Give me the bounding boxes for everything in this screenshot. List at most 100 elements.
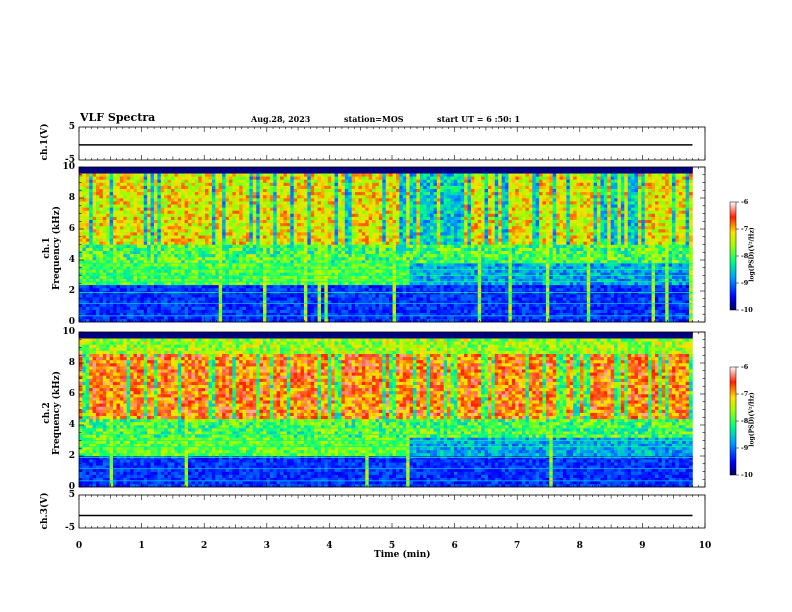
ch1-psd-cell [208,219,213,224]
ch1-psd-cell [225,198,230,202]
ch1-psd-cell [174,272,179,276]
ch1-psd-cell [133,238,138,242]
ch1-psd-cell [113,260,117,264]
ch1-psd-cell [266,278,271,282]
ch1-psd-cell [164,207,168,211]
ch1-psd-cell [215,266,220,270]
ch1-psd-cell [263,263,267,267]
ch1-psd-cell [280,269,284,273]
ch1-psd-cell [136,294,141,298]
ch1-psd-cell [123,300,128,304]
ch1-psd-cell [303,235,308,239]
ch1-psd-cell [402,294,407,298]
ch1-psd-cell [130,247,134,251]
ch1-psd-cell [327,182,332,186]
ch1-psd-cell [269,247,274,251]
ch1-psd-cell [140,253,145,258]
ch1-psd-cell [361,269,366,273]
ch1-psd-cell [89,222,93,227]
ch1-psd-cell [167,275,172,279]
ch1-psd-cell [143,185,148,189]
ch1-psd-cell [201,284,206,289]
ch1-psd-cell [242,188,247,193]
ch1-psd-cell [344,278,349,282]
ch1-psd-cell [194,185,199,189]
ch1-psd-cell [409,219,414,224]
ch1-psd-cell [280,287,284,292]
ch1-psd-cell [283,244,288,248]
ch1-psd-cell [82,294,87,298]
ch1-psd-cell [232,306,237,310]
ch1-psd-cell [242,167,247,171]
ch1-psd-cell [205,179,209,183]
ch1-psd-cell [338,188,342,193]
ch1-psd-cell [331,297,335,301]
ch1-psd-cell [215,213,220,217]
ch1-psd-cell [102,250,107,255]
ch1-psd-cell [249,266,254,270]
ch1-psd-cell [222,284,226,289]
ch1-psd-cell [324,303,329,307]
ch1-psd-cell [242,244,247,248]
ch1-psd-cell [334,185,339,189]
ch1-psd-cell [228,198,233,202]
ch1-psd-cell [181,281,185,286]
ch1-psd-cell [167,244,172,248]
ch1-psd-cell [378,179,383,183]
ch1-psd-cell [191,281,196,286]
ch1-psd-cell [266,256,271,261]
ch1-psd-cell [273,312,277,317]
ch1-psd-cell [385,269,390,273]
ch1-psd-cell [177,182,182,186]
ch1-psd-cell [171,281,175,286]
ch1-psd-cell [89,253,93,258]
ch1-psd-cell [123,238,128,242]
ch1-psd-cell [191,269,196,273]
ch1-psd-cell [239,309,243,313]
ch1-psd-cell [307,182,312,186]
ch1-psd-cell [205,263,209,267]
ch1-psd-cell [263,241,267,245]
ch1-psd-cell [188,312,192,317]
ch1-psd-cell [181,303,185,307]
ch1-psd-cell [344,297,349,301]
ch1-psd-cell [286,247,291,251]
ch1-psd-cell [96,219,100,224]
ch1-psd-cell [130,225,134,230]
ch1-psd-cell [136,188,141,193]
ch1-psd-cell [228,315,233,320]
ch1-psd-cell [310,201,315,205]
ch1-psd-cell [191,278,196,282]
ch1-psd-cell [303,263,308,267]
ch1-psd-cell [246,315,250,320]
ch1-psd-cell [116,191,121,196]
ch1-psd-cell [235,278,240,282]
ch1-psd-cell [239,275,243,279]
ch1-psd-cell [402,210,407,214]
ch1-psd-cell [395,185,400,189]
ch1-psd-cell [222,256,226,261]
ch1-psd-cell [109,278,114,282]
ch1-psd-cell [389,191,393,196]
ch1-psd-cell [273,281,277,286]
ch1-psd-cell [109,263,114,267]
ch1-psd-cell [395,225,400,230]
ch1-psd-cell [395,219,400,224]
ch1-psd-cell [102,235,107,239]
ch1-psd-cell [239,250,243,255]
ch1-psd-cell [320,188,325,193]
ch1-psd-cell [177,294,182,298]
ch1-psd-cell [372,300,376,304]
ch1-psd-cell [82,247,87,251]
ch1-psd-cell [317,204,322,208]
ch1-psd-cell [205,210,209,214]
ch1-psd-cell [365,219,369,224]
ch1-psd-cell [235,297,240,301]
ch1-psd-cell [201,176,206,180]
ch1-psd-cell [310,235,315,239]
ch1-psd-cell [399,176,404,180]
ch1-psd-cell [228,247,233,251]
ch1-psd-cell [409,232,414,236]
ch1-psd-cell [413,222,417,227]
ch1-psd-cell [215,235,220,239]
